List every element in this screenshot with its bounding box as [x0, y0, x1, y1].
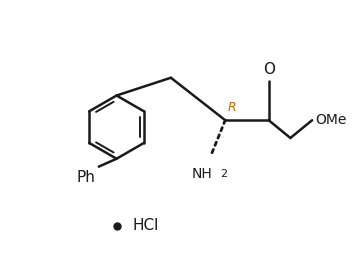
Text: 2: 2	[220, 169, 227, 179]
Text: HCl: HCl	[132, 218, 159, 233]
Text: NH: NH	[192, 167, 213, 181]
Text: R: R	[227, 101, 236, 114]
Text: Ph: Ph	[77, 170, 96, 185]
Text: O: O	[263, 62, 275, 77]
Text: OMe: OMe	[315, 113, 347, 127]
